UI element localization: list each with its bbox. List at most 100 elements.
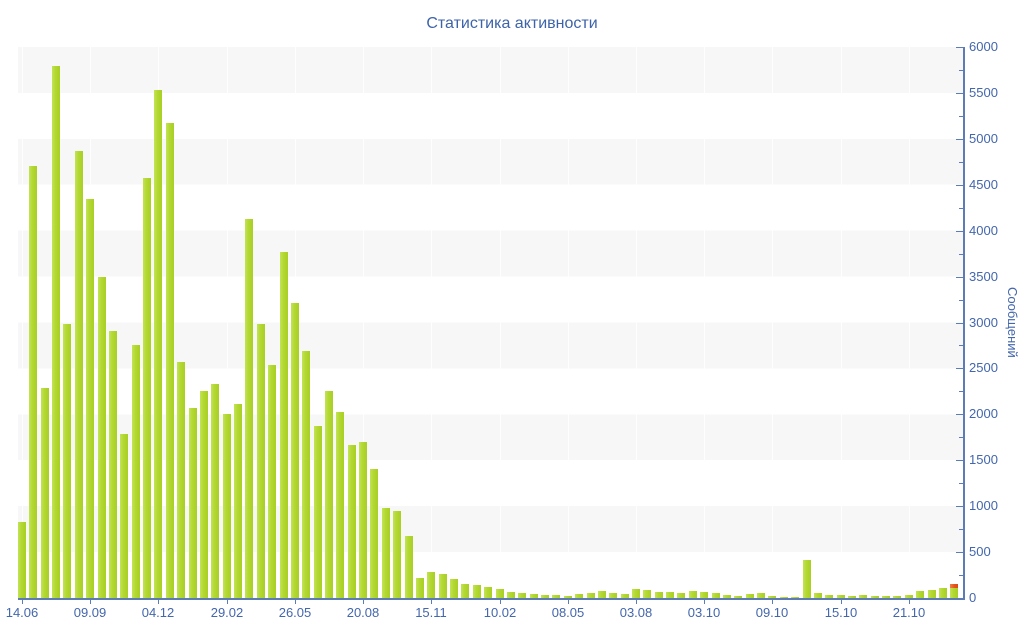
bar [359,442,368,598]
x-tick-label: 29.02 [210,605,244,620]
y-tick [956,323,963,324]
bar [313,426,322,598]
bar [245,219,254,598]
bar [199,391,208,598]
x-tick-label: 15.11 [415,605,447,620]
bar [256,324,265,598]
bar [575,594,584,598]
bar [563,596,572,598]
y-tick [959,254,963,255]
bar [131,345,140,598]
vertical-gridline [363,47,365,598]
vertical-gridline [704,47,706,598]
bar [654,592,663,598]
bar [904,595,913,598]
x-axis-line [18,598,965,600]
y-tick-label: 6000 [969,39,998,54]
bar [768,596,777,598]
bar [870,596,879,598]
bar [336,412,345,598]
bar [586,593,595,598]
x-tick-label: 04.12 [141,605,175,620]
bar [484,587,493,598]
bar [745,594,754,598]
x-tick [90,600,91,604]
bar [700,592,709,598]
y-axis-title: Сообщений [1005,287,1020,358]
bar [688,591,697,598]
y-tick-label: 3000 [969,315,998,330]
bar [52,66,61,598]
bar [63,324,72,598]
bar [643,590,652,598]
vertical-gridline [635,47,637,598]
bar [108,331,117,598]
bar [757,593,766,598]
bar [211,384,220,598]
bar [154,90,163,598]
bar [188,408,197,598]
bar [279,252,288,598]
y-tick [956,598,963,599]
bar [802,560,811,598]
y-tick [956,506,963,507]
bar [813,593,822,598]
y-tick [956,93,963,94]
bar [825,595,834,598]
y-tick [959,70,963,71]
bar [120,434,129,598]
bar [859,595,868,598]
x-tick-label: 14.06 [5,605,39,620]
y-tick [959,529,963,530]
vertical-gridline [499,47,501,598]
x-tick-label: 08.05 [551,605,585,620]
y-tick [959,116,963,117]
y-tick [959,483,963,484]
bar [791,597,800,598]
bar [370,469,379,598]
bar [290,303,299,598]
bar [882,596,891,598]
vertical-gridline [840,47,842,598]
y-tick [956,185,963,186]
x-tick-label: 09.09 [73,605,107,620]
bar [916,591,925,598]
bar [950,588,959,598]
bar [631,589,640,598]
y-tick [959,300,963,301]
bar [438,574,447,598]
x-tick [636,600,637,604]
bar [415,578,424,598]
bar [848,596,856,598]
bar [495,589,504,598]
x-tick-label: 26.05 [278,605,312,620]
y-tick-label: 2000 [969,406,998,421]
bar [779,597,788,598]
vertical-gridline [22,47,23,598]
bar [222,414,231,598]
bar [506,592,515,598]
bar [541,595,550,598]
y-tick-label: 500 [969,544,991,559]
x-tick-label: 15.10 [824,605,858,620]
x-tick-label: 10.02 [483,605,517,620]
x-tick [158,600,159,604]
x-tick [363,600,364,604]
y-tick [959,391,963,392]
y-axis-line [963,47,965,600]
bar [597,591,606,598]
bar [324,391,333,598]
bar [29,166,38,598]
x-tick [772,600,773,604]
vertical-gridline [431,47,433,598]
bar [381,508,390,598]
x-tick-label: 09.10 [755,605,789,620]
bar [893,596,902,598]
x-tick-label: 03.10 [687,605,721,620]
bar [472,585,481,598]
y-tick [956,231,963,232]
y-tick [956,368,963,369]
y-tick [959,437,963,438]
y-tick [956,139,963,140]
bar [529,594,538,598]
